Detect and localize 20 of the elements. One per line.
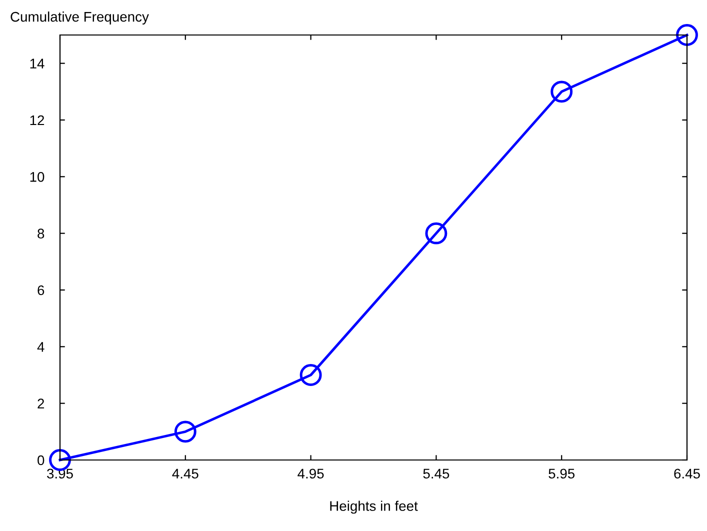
y-tick-label: 2 bbox=[38, 398, 44, 408]
y-tick-label: 12 bbox=[30, 115, 44, 126]
x-tick-label: 5.95 bbox=[548, 468, 575, 479]
point bbox=[676, 24, 698, 46]
point bbox=[425, 222, 448, 244]
x-axis-title: Heights in feet bbox=[330, 500, 418, 514]
y-tick-label: 8 bbox=[38, 228, 44, 239]
x-tick-label: 4.45 bbox=[172, 468, 198, 479]
y-tick-label: 6 bbox=[38, 285, 44, 296]
x-tick-label: 5.45 bbox=[423, 468, 450, 479]
point bbox=[300, 364, 322, 386]
y-tick-label: 10 bbox=[30, 172, 44, 182]
y-tick-label: 0 bbox=[38, 455, 44, 466]
y-tick-label: 4 bbox=[37, 342, 44, 352]
y-tick-label: 14 bbox=[30, 58, 44, 68]
point bbox=[174, 420, 196, 443]
point bbox=[550, 80, 573, 103]
x-tick-label: 6.45 bbox=[674, 468, 700, 479]
y-axis-title: Cumulative Frequency bbox=[10, 12, 149, 24]
x-tick-label: 4.95 bbox=[298, 468, 324, 479]
